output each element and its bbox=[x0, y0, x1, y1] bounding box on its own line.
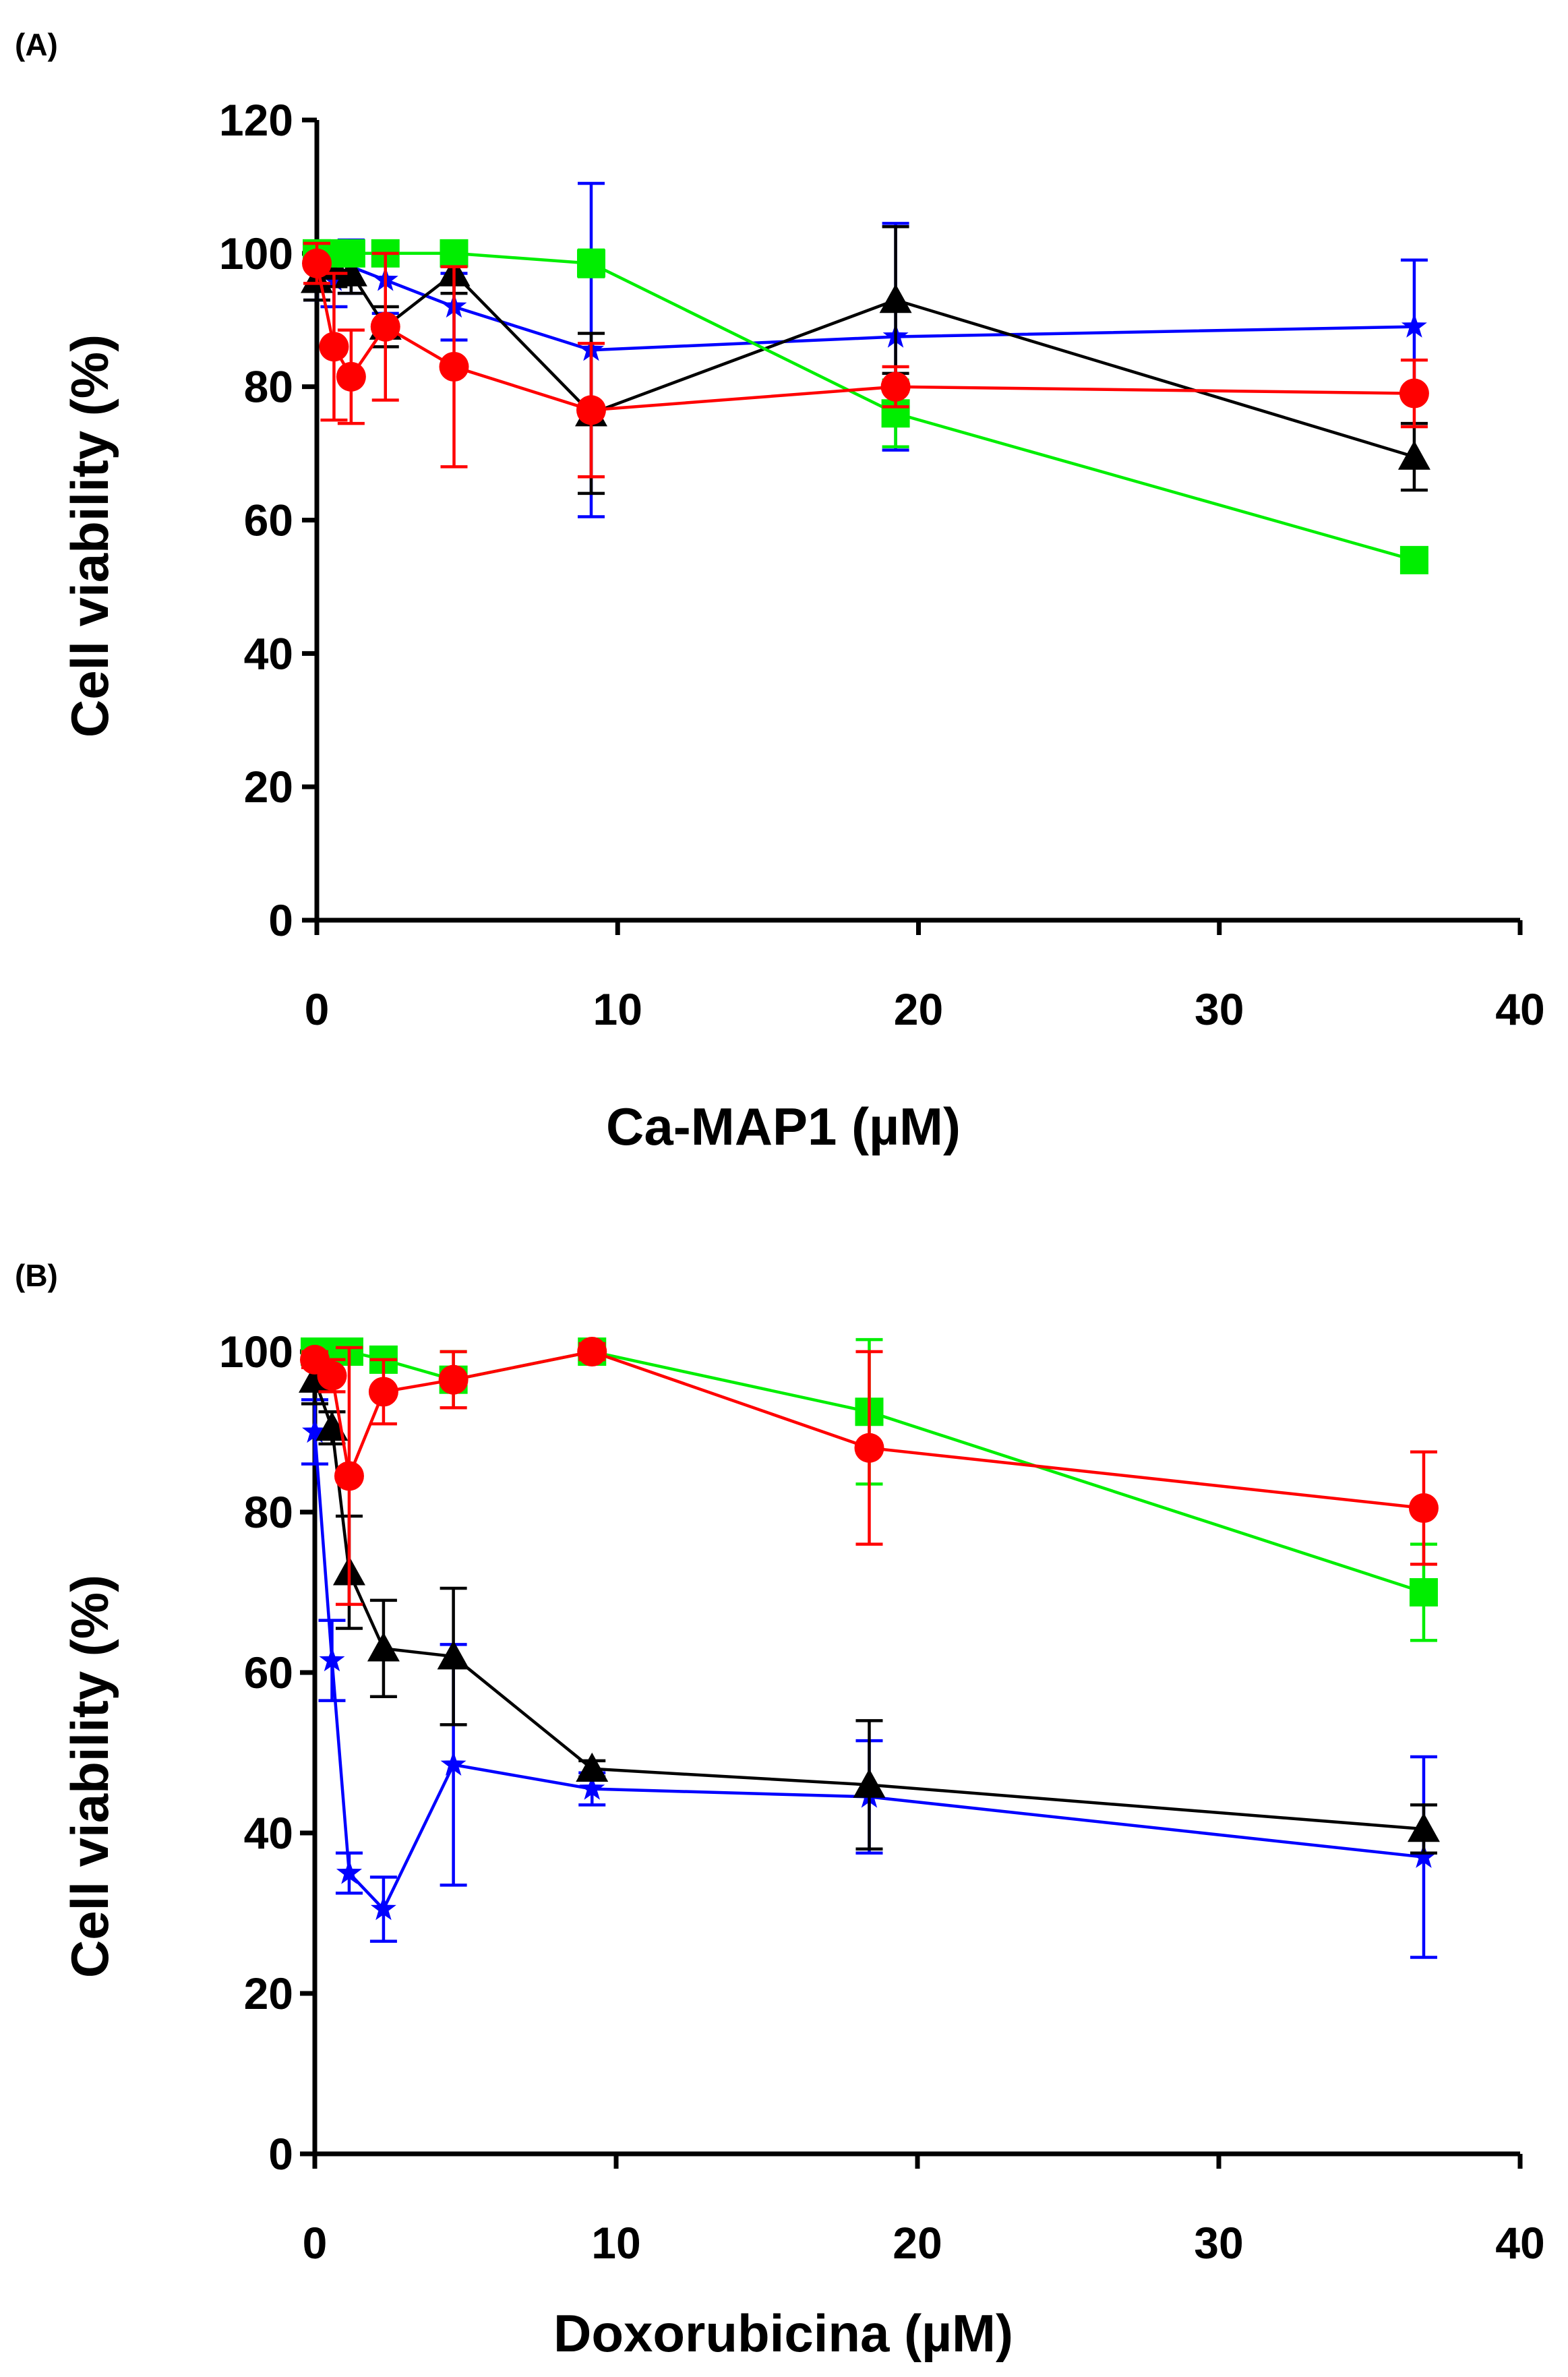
panel-b-data-point-star bbox=[579, 1775, 605, 1800]
panel-a-data-point-circle bbox=[370, 311, 400, 342]
panel-a-series-triangle bbox=[301, 225, 1430, 495]
panel-b-x-axis-title: Doxorubicina (µM) bbox=[553, 2304, 1013, 2363]
panel-a-chart: (A) Cell viability (%) Ca-MAP1 (µM) 0 20 4… bbox=[15, 27, 1545, 1156]
panel-a-y-tick-label: 60 bbox=[244, 495, 293, 545]
panel-a-y-tick-label: 80 bbox=[244, 362, 293, 412]
panel-a-y-tick-label: 120 bbox=[219, 95, 293, 145]
panel-a-series-line bbox=[316, 265, 1414, 352]
panel-a-data-point-square bbox=[1399, 545, 1428, 574]
panel-a-data-point-circle bbox=[439, 351, 469, 382]
panel-b-data-point-circle bbox=[334, 1461, 364, 1491]
panel-a-data-point-circle bbox=[1399, 378, 1429, 409]
panel-a-x-tick-label: 0 bbox=[305, 984, 330, 1034]
panel-b-data-point-triangle bbox=[576, 1752, 609, 1782]
panel-b-data-point-star bbox=[336, 1859, 362, 1884]
panel-a-series-circle bbox=[302, 241, 1429, 479]
panel-b-x-tick-label: 10 bbox=[591, 2218, 640, 2268]
panel-a-axes: 0 20 40 60 80 100 120 0 10 20 30 40 bbox=[219, 95, 1545, 1034]
panel-b-data-point-circle bbox=[854, 1433, 884, 1463]
panel-b-data-point-circle bbox=[1408, 1493, 1439, 1524]
panel-a-data-point-triangle bbox=[1397, 440, 1430, 470]
panel-b-y-tick-label: 60 bbox=[244, 1648, 293, 1697]
panel-a-data-point-square bbox=[576, 249, 605, 278]
panel-a-x-tick-label: 20 bbox=[894, 984, 943, 1034]
panel-a-data-point-circle bbox=[302, 248, 332, 278]
panel-a-data-point-star bbox=[1401, 313, 1427, 338]
panel-a-series-group bbox=[301, 181, 1430, 574]
panel-b-data-point-triangle bbox=[853, 1768, 886, 1798]
panel-b-data-point-circle bbox=[438, 1364, 469, 1395]
panel-a-y-tick-label: 40 bbox=[244, 628, 293, 678]
panel-b-x-tick-label: 0 bbox=[303, 2218, 328, 2268]
panel-b-data-point-triangle bbox=[367, 1632, 400, 1662]
panel-b-chart: (B) Cell viability (%) Doxorubicina (µM)… bbox=[15, 1258, 1545, 2363]
panel-b-series-triangle bbox=[299, 1354, 1440, 1855]
panel-b-series-line bbox=[313, 1379, 1424, 1831]
panel-b-x-tick-label: 20 bbox=[893, 2218, 942, 2268]
panel-b-data-point-circle bbox=[577, 1337, 607, 1366]
panel-a-data-point-square bbox=[336, 239, 365, 268]
panel-b-y-tick-label: 80 bbox=[244, 1487, 293, 1537]
panel-b-data-point-circle bbox=[368, 1377, 398, 1407]
panel-b-y-tick-label: 0 bbox=[268, 2129, 293, 2179]
panel-b-axes: 0 20 40 60 80 100 0 10 20 30 40 bbox=[219, 1327, 1545, 2268]
panel-a-y-axis-title: Cell viability (%) bbox=[60, 334, 119, 738]
panel-a-series-star bbox=[303, 181, 1428, 518]
panel-b-y-tick-label: 100 bbox=[219, 1327, 293, 1377]
panel-b-y-tick-label: 20 bbox=[244, 1968, 293, 2018]
panel-b-x-tick-label: 30 bbox=[1194, 2218, 1243, 2268]
panel-b-data-point-star bbox=[319, 1647, 345, 1672]
panel-b-series-line bbox=[313, 1431, 1424, 1913]
panel-b-data-point-star bbox=[440, 1751, 466, 1776]
panel-a-x-tick-label: 10 bbox=[593, 984, 642, 1034]
panel-a-x-tick-label: 40 bbox=[1495, 984, 1544, 1034]
panel-a-y-tick-label: 0 bbox=[268, 895, 293, 945]
panel-a-data-point-circle bbox=[576, 395, 606, 425]
panel-b-data-point-square bbox=[1409, 1578, 1438, 1606]
panel-b-data-point-star bbox=[302, 1418, 328, 1443]
panel-a-data-point-triangle bbox=[879, 284, 912, 313]
panel-a-data-point-circle bbox=[880, 371, 911, 402]
panel-b-x-tick-label: 40 bbox=[1495, 2218, 1544, 2268]
panel-b-data-point-star bbox=[1410, 1843, 1437, 1868]
panel-a-x-axis-title: Ca-MAP1 (µM) bbox=[606, 1097, 961, 1156]
panel-b-label: (B) bbox=[15, 1258, 58, 1293]
panel-a-y-tick-label: 20 bbox=[244, 762, 293, 812]
panel-a-x-tick-label: 30 bbox=[1195, 984, 1244, 1034]
panel-b-y-axis-title: Cell viability (%) bbox=[60, 1575, 119, 1978]
panel-b-data-point-triangle bbox=[315, 1412, 349, 1441]
panel-b-series-circle bbox=[300, 1337, 1439, 1606]
panel-b-data-point-triangle bbox=[1407, 1813, 1440, 1842]
panel-a-series-line bbox=[315, 265, 1415, 458]
panel-a-data-point-circle bbox=[319, 332, 349, 362]
panel-b-y-tick-label: 40 bbox=[244, 1808, 293, 1858]
panel-b-data-point-circle bbox=[317, 1360, 347, 1391]
panel-b-data-point-triangle bbox=[437, 1640, 470, 1670]
panel-a-label: (A) bbox=[15, 27, 58, 62]
panel-b-series-group bbox=[299, 1337, 1440, 1959]
panel-a-y-tick-label: 100 bbox=[219, 229, 293, 278]
panel-a-data-point-square bbox=[440, 239, 469, 268]
panel-a-data-point-circle bbox=[336, 361, 366, 392]
panel-a-data-point-triangle bbox=[334, 257, 367, 287]
panel-b-data-point-star bbox=[370, 1896, 396, 1921]
